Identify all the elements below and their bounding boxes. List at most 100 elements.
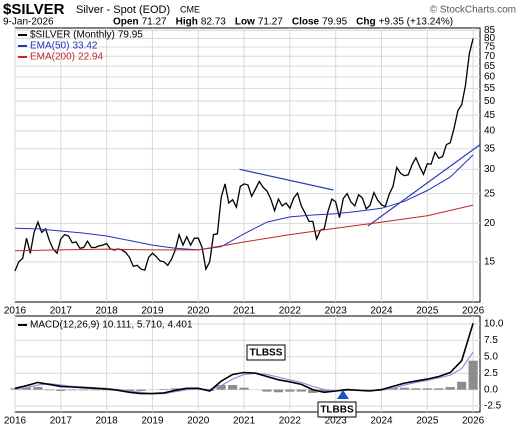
x-tick-label: 2021 xyxy=(233,416,256,427)
y-tick-label: 50 xyxy=(484,96,496,107)
histogram-bar xyxy=(216,385,226,390)
price-panel xyxy=(14,27,481,303)
x-tick-label: 2020 xyxy=(187,416,210,427)
y-tick-label: 10.0 xyxy=(484,319,504,330)
signal-box xyxy=(246,344,286,361)
histogram-bar xyxy=(308,389,318,393)
histogram-bar xyxy=(124,389,135,391)
signal-label: TLBSS xyxy=(250,348,283,359)
histogram-bar xyxy=(79,389,89,391)
y-tick-label: 65 xyxy=(484,61,496,72)
x-tick-label: 2026 xyxy=(462,306,485,317)
series-line xyxy=(14,154,474,251)
histogram-bar xyxy=(411,388,421,390)
quote-value: 71.27 xyxy=(142,17,167,28)
quote-label: Close xyxy=(292,17,320,28)
x-tick-label: 2018 xyxy=(96,416,119,427)
histogram-bar xyxy=(90,389,100,391)
x-tick-label: 2018 xyxy=(96,306,119,317)
histogram-bar xyxy=(67,389,77,391)
x-tick-label: 2022 xyxy=(279,416,302,427)
source: © StockCharts.com xyxy=(430,5,516,16)
legend-value: 79.95 xyxy=(118,30,143,41)
x-tick-label: 2017 xyxy=(50,416,73,427)
quote-label: Chg xyxy=(356,17,375,28)
y-tick-label: 5.0 xyxy=(484,351,498,362)
histogram-bar xyxy=(285,389,295,392)
y-tick-label: 35 xyxy=(484,143,496,154)
signal-label: TLBBS xyxy=(320,405,354,416)
quote-value: 82.73 xyxy=(201,17,226,28)
quote-label: High xyxy=(176,17,198,28)
histogram-bar xyxy=(445,387,455,390)
histogram-bar xyxy=(136,389,146,391)
exchange: CME xyxy=(180,4,200,14)
histogram-bar xyxy=(21,387,32,390)
histogram-bar xyxy=(228,385,238,390)
histogram-bar xyxy=(399,387,409,390)
signal-box xyxy=(317,401,357,418)
x-tick-label: 2017 xyxy=(50,306,73,317)
quote-value: +9.35 (+13.24%) xyxy=(379,17,454,28)
histogram-bar xyxy=(56,389,66,391)
legend-label: $SILVER (Monthly) xyxy=(30,30,115,41)
histogram-bar xyxy=(10,388,20,390)
instrument-name: Silver - Spot (EOD) xyxy=(76,4,170,16)
y-tick-label: 55 xyxy=(484,83,496,94)
trendline xyxy=(239,168,334,191)
x-tick-label: 2026 xyxy=(462,416,485,427)
y-tick-label: 30 xyxy=(484,164,496,175)
x-tick-label: 2024 xyxy=(370,306,393,317)
x-tick-label: 2019 xyxy=(141,306,164,317)
y-tick-label: 80 xyxy=(484,33,496,44)
x-tick-label: 2022 xyxy=(279,306,302,317)
histogram-bar xyxy=(296,389,306,392)
x-tick-label: 2019 xyxy=(141,416,164,427)
quote-value: 79.95 xyxy=(322,17,347,28)
symbol: $SILVER xyxy=(3,1,65,18)
histogram-bar xyxy=(434,388,444,390)
y-tick-label: 15 xyxy=(484,256,496,267)
legend-value: 33.42 xyxy=(72,41,97,52)
signal-marker xyxy=(337,390,349,399)
histogram-bar xyxy=(457,381,467,390)
histogram-bar xyxy=(273,389,284,393)
x-tick-label: 2025 xyxy=(416,306,439,317)
histogram-bar xyxy=(239,387,249,390)
histogram-bar xyxy=(44,389,54,391)
histogram-bar xyxy=(422,388,432,390)
x-tick-label: 2021 xyxy=(233,306,256,317)
legend-label: EMA(200) xyxy=(30,52,75,63)
x-tick-label: 2024 xyxy=(370,416,393,427)
series-line xyxy=(14,204,474,252)
histogram-bar xyxy=(319,389,329,393)
histogram-bar xyxy=(170,388,180,390)
series-line xyxy=(14,38,474,272)
legend-label: EMA(50) xyxy=(30,41,69,52)
quote-value: 71.27 xyxy=(258,17,283,28)
y-tick-label: 75 xyxy=(484,42,496,53)
x-tick-label: 2025 xyxy=(416,416,439,427)
date: 9-Jan-2026 xyxy=(3,17,54,28)
y-tick-label: 20 xyxy=(484,218,496,229)
histogram-bar xyxy=(33,387,43,390)
y-tick-label: 60 xyxy=(484,71,496,82)
x-tick-label: 2023 xyxy=(325,306,348,317)
macd-line xyxy=(14,322,474,395)
histogram-bar xyxy=(262,389,272,392)
y-tick-label: 7.5 xyxy=(484,335,498,346)
y-tick-label: 40 xyxy=(484,126,496,137)
x-tick-label: 2016 xyxy=(4,416,27,427)
macd-chart: 2016 2017 2018 2019 2020 2021 2022 2023 2024 2025… xyxy=(4,316,504,427)
quote-label: Low xyxy=(235,17,255,28)
y-tick-label: 85 xyxy=(484,25,496,36)
quote-label: Open xyxy=(113,17,139,28)
legend-value: 22.94 xyxy=(78,52,103,63)
y-tick-label: 0.0 xyxy=(484,384,498,395)
histogram-bar xyxy=(468,360,478,390)
x-tick-label: 2023 xyxy=(325,416,348,427)
y-tick-label: 70 xyxy=(484,51,496,62)
histogram-bar xyxy=(159,388,169,390)
